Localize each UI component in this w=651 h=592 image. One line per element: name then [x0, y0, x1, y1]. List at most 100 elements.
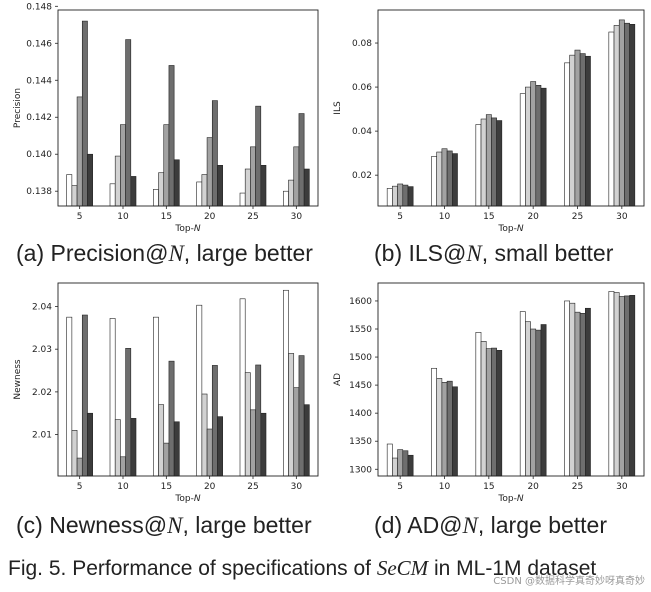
bar-spec-4-top5 [81, 20, 88, 207]
caption-precision: (a) Precision@N, large better [16, 240, 313, 266]
chart-precision: 5 10 15 20 25 30 0.138 0.140 0.142 0.144 0.146 0.14… [13, 2, 319, 234]
y-tick-label: 0.08 [352, 39, 372, 49]
bar-spec-2-top25 [244, 168, 251, 207]
bar-spec-2-top25 [569, 302, 576, 477]
plot-frame [377, 282, 645, 477]
bar-spec-1-top10 [109, 318, 116, 477]
bar-spec-2-top15 [158, 172, 165, 207]
bar-spec-1-top20 [196, 181, 203, 207]
x-tick-label: 15 [161, 212, 172, 222]
bar-spec-5-top15 [173, 159, 180, 207]
bar-spec-4-top30 [624, 22, 630, 207]
bar-spec-4-top15 [491, 117, 497, 207]
bar-spec-5-top5 [407, 454, 414, 477]
plot-frame [377, 9, 645, 207]
x-axis-label: Top-N [497, 224, 523, 234]
bar-spec-3-top10 [441, 382, 448, 477]
bar-spec-5-top15 [496, 350, 503, 477]
bar-spec-4-top15 [491, 347, 497, 477]
caption-ad: (d) AD@N, large better [374, 512, 608, 538]
x-tick-label: 15 [161, 482, 172, 492]
bar-spec-2-top20 [201, 393, 208, 477]
x-tick-label: 30 [616, 212, 628, 222]
y-axis-label: Precision [13, 88, 23, 128]
bar-spec-3-top30 [618, 19, 625, 207]
x-tick-label: 25 [247, 482, 258, 492]
bar-spec-3-top5 [397, 449, 404, 477]
bar-spec-2-top25 [569, 54, 576, 207]
bar-spec-4-top25 [579, 53, 586, 207]
bar-spec-1-top20 [519, 311, 526, 477]
bar-spec-4-top5 [81, 314, 88, 477]
x-tick-label: 5 [397, 482, 403, 492]
x-tick-label: 10 [117, 482, 129, 492]
bar-spec-3-top15 [485, 348, 492, 477]
bar-spec-2-top20 [525, 86, 531, 207]
plot-frame [57, 9, 319, 207]
y-tick-label: 1550 [349, 325, 372, 335]
x-axis-label: Top-N [174, 494, 200, 504]
bar-spec-3-top25 [574, 49, 581, 207]
bar-spec-4-top15 [168, 65, 175, 207]
bar-spec-3-top20 [530, 328, 537, 477]
bar-spec-3-top30 [293, 387, 300, 477]
y-tick-label: 2.01 [32, 431, 52, 441]
bar-spec-2-top25 [244, 372, 251, 477]
bar-spec-2-top10 [114, 419, 121, 477]
bar-spec-4-top20 [535, 85, 542, 207]
bar-spec-3-top10 [120, 456, 126, 477]
bar-spec-1-top10 [431, 156, 437, 207]
x-tick-label: 30 [616, 482, 628, 492]
bar-spec-2-top30 [613, 25, 620, 207]
bar-spec-5-top25 [260, 412, 267, 477]
bar-spec-5-top30 [303, 168, 310, 207]
bar-spec-4-top15 [168, 360, 175, 477]
bar-spec-1-top25 [239, 192, 246, 207]
bar-spec-3-top25 [250, 409, 256, 477]
x-tick-label: 15 [483, 212, 494, 222]
bar-spec-5-top5 [87, 153, 93, 207]
chart-ils: 5 10 15 20 25 30 0.02 0.04 0.06 0.08 ILS Top-N [333, 9, 645, 234]
x-tick-label: 20 [527, 212, 539, 222]
y-tick-label: 1600 [349, 297, 372, 307]
bar-spec-3-top25 [250, 146, 256, 207]
bar-spec-2-top30 [288, 179, 295, 207]
bar-spec-5-top20 [217, 416, 223, 477]
chart-newness: 5 10 15 20 25 30 2.01 2.02 2.03 2.04 Newness Top-N [13, 282, 319, 504]
bar-spec-2-top5 [392, 457, 398, 477]
bar-spec-5-top20 [217, 165, 223, 207]
y-tick-label: 0.142 [26, 113, 52, 123]
y-axis-label: Newness [13, 359, 23, 400]
x-tick-label: 20 [527, 482, 539, 492]
bar-spec-3-top5 [76, 96, 83, 207]
x-tick-label: 30 [291, 212, 303, 222]
bar-spec-4-top25 [579, 312, 586, 477]
bar-spec-5-top25 [584, 307, 591, 477]
bar-spec-1-top30 [283, 289, 289, 477]
bar-spec-3-top20 [530, 81, 537, 207]
bar-spec-1-top5 [66, 316, 73, 477]
bar-spec-2-top5 [71, 430, 78, 477]
bar-spec-1-top5 [386, 443, 393, 477]
bar-spec-4-top25 [255, 105, 262, 207]
x-axis-label: Top-N [497, 494, 523, 504]
bar-spec-1-top30 [608, 291, 615, 477]
y-tick-label: 1500 [349, 353, 372, 363]
bar-spec-4-top10 [446, 150, 453, 207]
bar-spec-3-top15 [163, 442, 170, 477]
bar-spec-1-top25 [564, 300, 570, 477]
watermark: CSDN @数据科学真奇妙呀真奇妙 [493, 576, 645, 587]
bar-spec-3-top25 [574, 311, 581, 477]
bar-spec-1-top5 [386, 188, 393, 207]
y-axis-label: ILS [333, 101, 343, 115]
bar-spec-5-top15 [173, 421, 180, 477]
x-tick-label: 5 [397, 212, 403, 222]
bar-spec-2-top5 [71, 185, 78, 207]
bar-spec-2-top30 [613, 292, 620, 477]
bar-spec-5-top10 [452, 386, 458, 477]
bar-spec-4-top30 [624, 295, 630, 477]
x-tick-label: 30 [291, 482, 303, 492]
bar-spec-1-top15 [475, 332, 482, 477]
y-tick-label: 0.144 [26, 76, 52, 86]
bar-spec-1-top5 [66, 174, 73, 207]
